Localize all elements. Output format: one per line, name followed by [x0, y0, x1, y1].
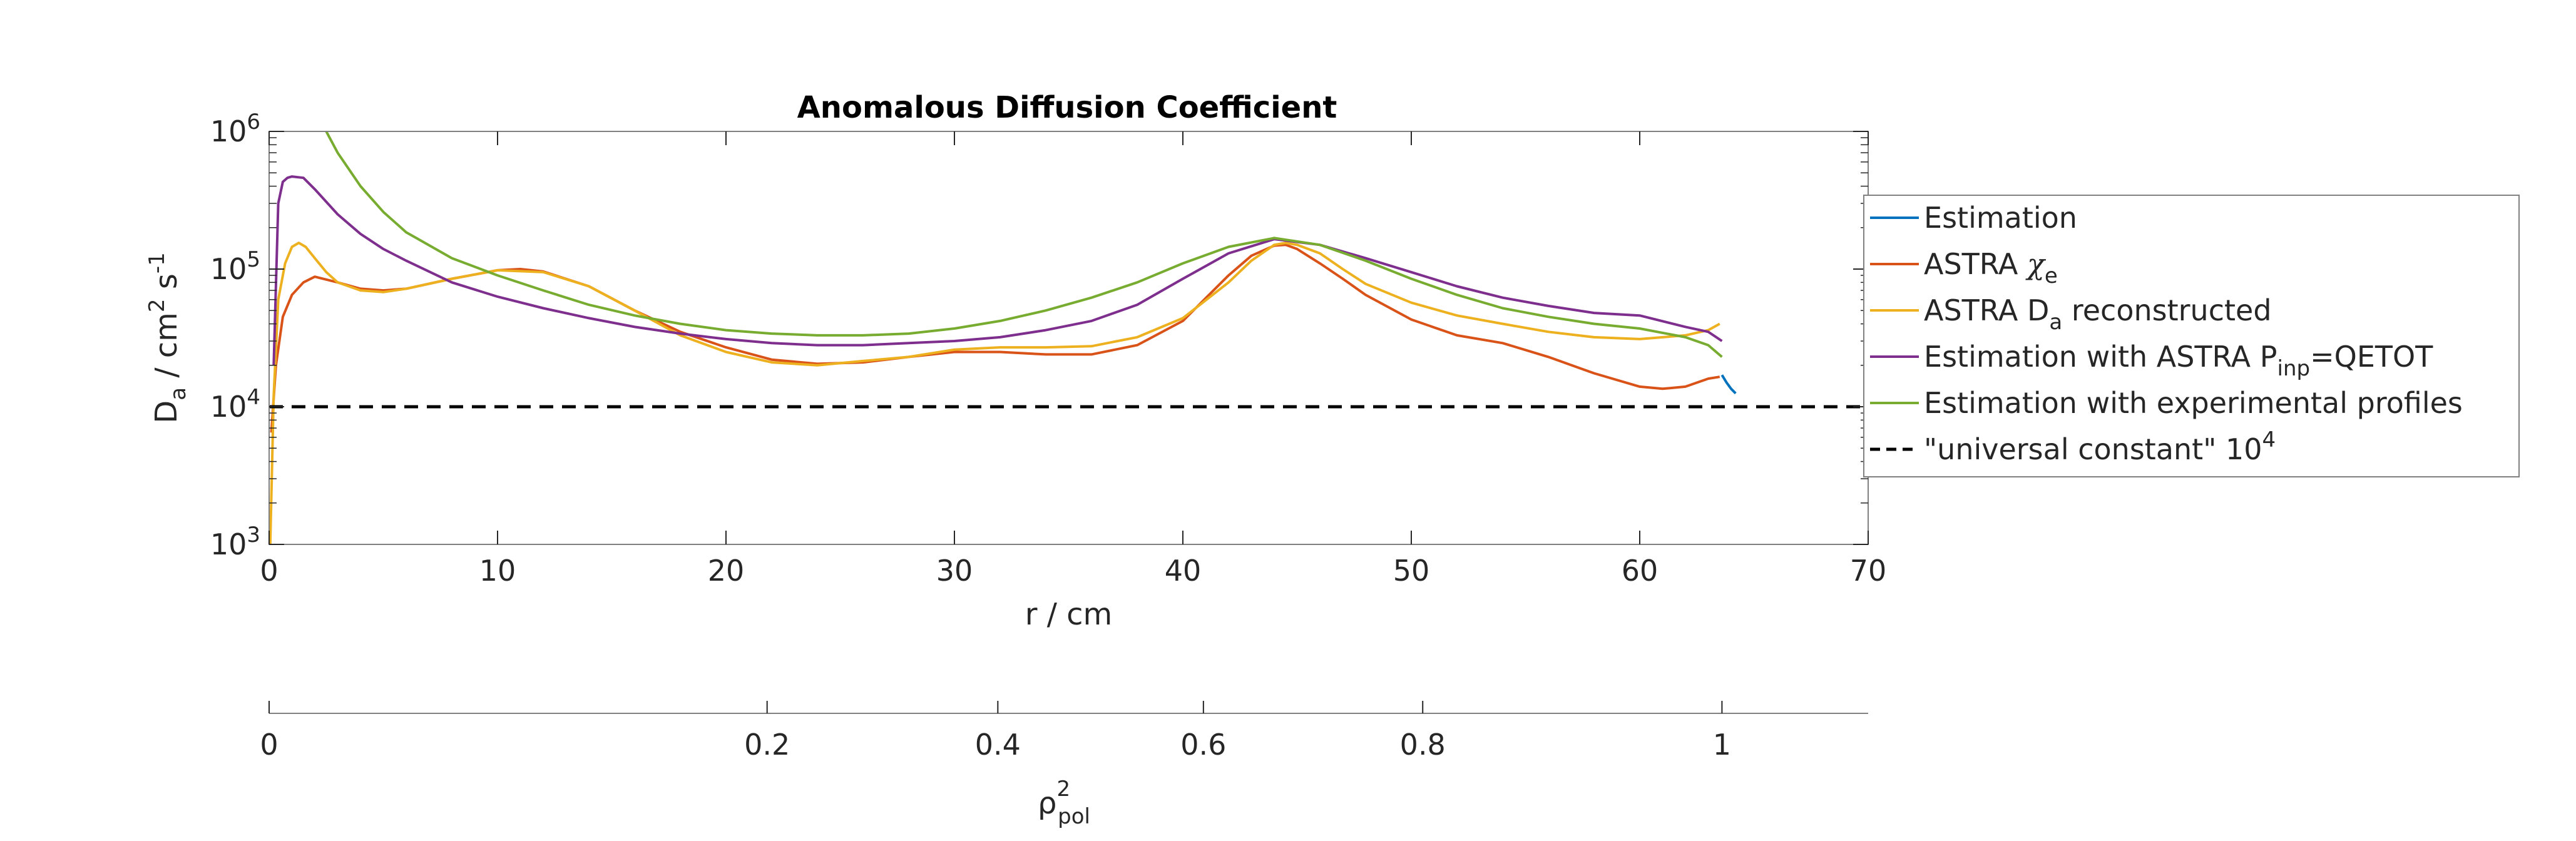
- y-tick-label: 103: [210, 522, 260, 561]
- legend: Estimation ASTRA χe ASTRA Da reconstructed…: [1863, 195, 2520, 477]
- y-tick-label: 104: [210, 385, 260, 424]
- secondary-tick-label: 0.8: [1400, 728, 1446, 762]
- plot-area: [269, 131, 1868, 544]
- series-line-5: [325, 131, 1723, 358]
- secondary-tick-label: 0.6: [1180, 728, 1226, 762]
- series-line-3: [269, 242, 1720, 544]
- legend-label-1: Estimation: [1924, 201, 2077, 235]
- x-tick-label: 70: [1850, 554, 1887, 588]
- y-axis-label: Da / cm2 s-1: [145, 252, 191, 423]
- series-line-4: [272, 175, 1723, 365]
- secondary-tick-label: 0.2: [744, 728, 790, 762]
- main-axes: 0 10 20 30 40 50 60 70 103 104 105 106 r / cm Da / cm…: [145, 110, 1886, 632]
- y-tick-label: 105: [210, 247, 260, 286]
- legend-box: [1863, 195, 2520, 477]
- legend-label-4: Estimation with ASTRA Pinp=QETOT: [1924, 340, 2433, 381]
- legend-label-6: "universal constant" 104: [1924, 427, 2276, 466]
- x-tick-label: 20: [708, 554, 745, 588]
- x-tick-label: 10: [479, 554, 516, 588]
- series-line-1: [1720, 374, 1737, 395]
- x-tick-label: 30: [936, 554, 973, 588]
- secondary-axis-label: ρ2 pol: [1038, 777, 1090, 829]
- x-tick-label: 0: [260, 554, 278, 588]
- x-axis-label: r / cm: [1025, 597, 1113, 632]
- legend-label-2: ASTRA χe: [1924, 247, 2058, 288]
- secondary-tick-label: 0: [260, 728, 278, 762]
- legend-label-3: ASTRA Da reconstructed: [1924, 293, 2272, 335]
- legend-label-5: Estimation with experimental profiles: [1924, 386, 2463, 420]
- x-tick-label: 60: [1622, 554, 1659, 588]
- secondary-axis: 0 0.2 0.4 0.6 0.8 1 ρ2 pol: [260, 701, 1868, 829]
- series-lines: [269, 131, 1868, 544]
- series-line-2: [270, 243, 1720, 433]
- secondary-tick-label: 0.4: [975, 728, 1021, 762]
- x-tick-label: 50: [1393, 554, 1430, 588]
- x-tick-label: 40: [1165, 554, 1202, 588]
- chart-title: Anomalous Diffusion Coefficient: [797, 90, 1337, 125]
- secondary-tick-label: 1: [1713, 728, 1731, 762]
- y-tick-label: 106: [210, 110, 260, 148]
